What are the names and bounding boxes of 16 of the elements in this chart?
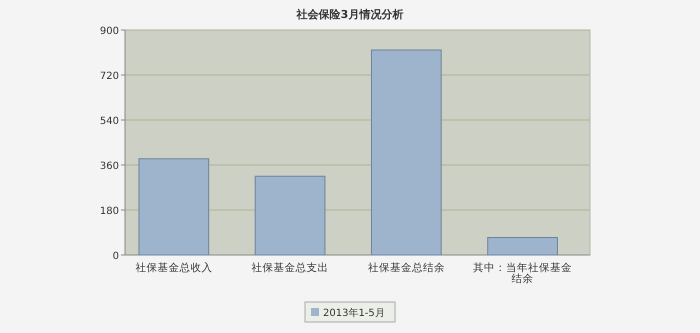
y-tick-label: 360 — [100, 161, 119, 172]
x-tick-label: 社保基金总支出 — [252, 261, 329, 274]
y-tick-label: 180 — [100, 206, 119, 217]
x-tick-label: 社保基金总结余 — [368, 261, 445, 274]
y-tick-label: 540 — [100, 116, 119, 127]
x-tick-label: 社保基金总收入 — [135, 261, 212, 274]
legend-label: 2013年1-5月 — [323, 307, 385, 319]
x-tick-label: 其中：当年社保基金结余 — [473, 261, 572, 285]
y-tick-label: 900 — [100, 26, 119, 37]
y-tick-label: 720 — [100, 71, 119, 82]
bar — [254, 176, 326, 256]
y-tick-label: 0 — [112, 251, 119, 262]
bar — [487, 237, 558, 256]
chart-title: 社会保险3月情况分析 — [296, 8, 404, 21]
bar — [138, 158, 210, 256]
bar — [370, 50, 442, 256]
